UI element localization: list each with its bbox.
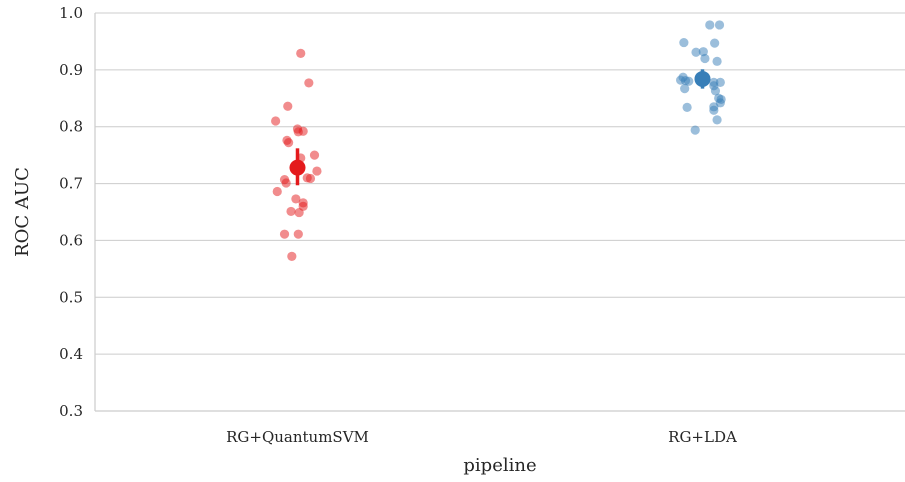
y-tick-label: 0.6 bbox=[59, 231, 83, 249]
data-point bbox=[700, 53, 710, 64]
x-tick-labels: RG+QuantumSVM RG+LDA bbox=[226, 428, 737, 446]
data-point bbox=[298, 126, 308, 136]
y-tick-labels: 0.3 0.4 0.5 0.6 0.7 0.8 0.9 1.0 bbox=[59, 4, 83, 420]
data-point bbox=[679, 37, 689, 48]
y-tick-label: 0.7 bbox=[59, 175, 83, 193]
data-point bbox=[705, 20, 715, 30]
data-point bbox=[682, 102, 692, 112]
y-tick-label: 0.5 bbox=[59, 288, 83, 306]
data-point bbox=[272, 186, 282, 197]
mean-marker bbox=[289, 159, 306, 176]
mean-marker bbox=[694, 70, 711, 87]
data-point bbox=[710, 86, 721, 96]
data-point bbox=[714, 20, 725, 30]
x-tick-label: RG+QuantumSVM bbox=[226, 428, 369, 446]
data-point bbox=[684, 76, 694, 86]
data-points bbox=[271, 20, 726, 261]
y-tick-label: 0.4 bbox=[59, 345, 83, 363]
data-point bbox=[710, 38, 720, 48]
data-point bbox=[293, 229, 303, 239]
data-point bbox=[712, 56, 722, 66]
y-tick-label: 0.9 bbox=[59, 61, 83, 79]
data-point bbox=[281, 178, 291, 188]
data-point bbox=[283, 101, 293, 111]
data-point bbox=[291, 194, 301, 204]
data-point bbox=[286, 206, 296, 217]
x-tick-label: RG+LDA bbox=[668, 428, 737, 446]
data-point bbox=[305, 173, 316, 184]
y-tick-label: 1.0 bbox=[59, 4, 83, 22]
mean-estimates bbox=[289, 69, 711, 186]
data-point bbox=[287, 251, 297, 261]
data-point bbox=[690, 125, 700, 135]
data-point bbox=[309, 150, 320, 160]
data-point bbox=[279, 229, 290, 239]
data-point bbox=[709, 105, 719, 115]
axes bbox=[94, 13, 905, 412]
data-point bbox=[312, 166, 322, 176]
y-tick-label: 0.8 bbox=[59, 118, 83, 136]
y-axis-title: ROC AUC bbox=[12, 167, 33, 257]
data-point bbox=[271, 116, 281, 126]
data-point bbox=[680, 84, 690, 94]
data-point bbox=[691, 47, 701, 57]
data-point bbox=[304, 78, 314, 88]
data-point bbox=[296, 48, 306, 58]
x-axis-title: pipeline bbox=[463, 455, 536, 476]
grid-lines bbox=[95, 12, 905, 412]
data-point bbox=[712, 115, 722, 125]
y-tick-label: 0.3 bbox=[59, 402, 83, 420]
data-point bbox=[294, 207, 304, 218]
data-point bbox=[283, 138, 294, 148]
